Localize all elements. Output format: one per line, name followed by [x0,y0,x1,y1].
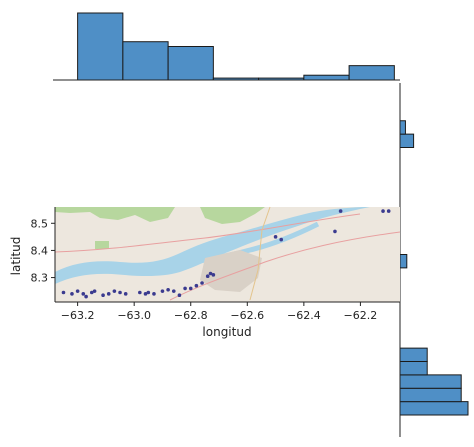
scatter-point [160,289,165,293]
scatter-point [386,209,391,213]
scatter-point [106,292,111,296]
x-tick-label: −62.6 [230,309,264,322]
y-axis-ticks: 8.3 8.4 8.5 [31,217,55,285]
x-histogram-bar [167,46,214,81]
scatter-point [171,289,176,293]
map-forest-area [200,207,265,224]
scatter-point [146,290,151,295]
y-tick-label: 8.5 [31,217,49,230]
x-histogram-bar [122,41,169,81]
x-histogram-bar [303,74,350,81]
scatter-point [194,283,199,288]
scatter-point [211,273,216,277]
y-histogram-bar [399,133,415,148]
scatter-point [273,235,278,239]
scatter-point [183,286,187,291]
scatter-point [143,292,148,296]
x-histogram-bar [348,65,395,81]
scatter-point [208,271,213,276]
map-town [200,250,262,292]
scatter-point [118,290,122,295]
y-tick-label: 8.3 [31,272,49,285]
map-road [54,213,361,253]
y-histogram-bar [399,361,428,376]
scatter-points [61,209,391,299]
map-road [169,231,401,301]
scatter-point [61,290,66,295]
x-tick-label: −62.2 [344,309,378,322]
scatter-point [205,274,210,279]
map-road [249,206,271,301]
y-histogram-bar [399,374,462,389]
scatter-point [81,292,86,296]
x-tick-label: −63.0 [117,309,151,322]
scatter-point [177,293,182,298]
scatter-point [338,209,343,213]
map-background [54,206,401,302]
marginal-x-histogram [77,12,395,81]
marginal-y-histogram [399,120,469,416]
map-forest-area [95,241,109,249]
scatter-point [333,229,337,234]
y-histogram-bar [399,347,428,362]
map-forest-area [55,207,175,222]
scatter-point [92,289,97,293]
x-axis-ticks: −63.2 −63.0 −62.8 −62.6 −62.4 −62.2 [61,302,378,322]
scatter-point [152,292,156,296]
x-axis-label: longitud [202,325,251,339]
x-tick-label: −62.8 [174,309,208,322]
scatter-point [84,294,88,299]
y-tick-label: 8.4 [31,244,49,257]
map-river [55,207,370,284]
scatter-point [166,287,170,292]
scatter-point [123,292,128,296]
y-histogram-bar [399,120,406,135]
scatter-point [101,293,105,298]
x-histogram-bar [77,12,124,81]
scatter-point [200,281,204,285]
scatter-point [279,237,284,242]
x-tick-label: −63.2 [61,309,95,322]
scatter-point [188,286,193,291]
y-histogram-bar [399,401,469,416]
scatter-point [89,290,94,295]
y-histogram-bar [399,254,408,269]
scatter-point [381,209,385,213]
scatter-point [138,290,142,295]
scatter-point [112,289,117,293]
y-histogram-bar [399,387,462,403]
x-tick-label: −62.4 [287,309,321,322]
scatter-point [75,289,80,293]
y-axis-label: latitud [9,237,23,276]
scatter-point [70,292,74,296]
